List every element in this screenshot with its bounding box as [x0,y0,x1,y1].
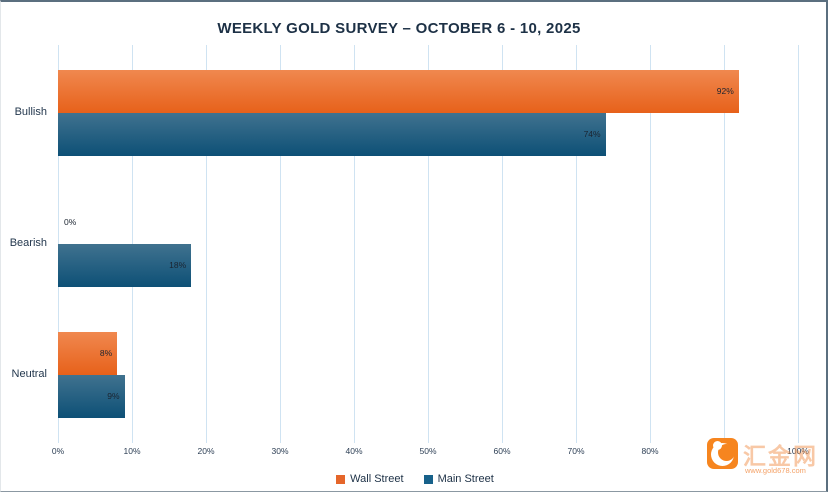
x-tick-label: 40% [345,446,363,456]
category-label: Bullish [14,106,47,118]
legend: Wall Street Main Street [1,473,826,485]
x-tick-label: 100% [787,446,809,456]
gridline [280,45,281,443]
bar-wall-street-neutral [58,332,118,375]
category-label: Bearish [9,237,47,249]
x-tick-label: 30% [271,446,289,456]
legend-label-wall-street: Wall Street [350,473,404,485]
gridline [502,45,503,443]
gridline [798,45,799,443]
value-label: 9% [107,391,120,401]
gridline [724,45,725,443]
value-label: 8% [99,348,113,358]
chart-title: WEEKLY GOLD SURVEY – OCTOBER 6 - 10, 202… [217,20,581,37]
x-tick-label: 80% [641,446,659,456]
brand-logo-icon [707,438,738,469]
value-label: 0% [64,217,77,227]
gridline [206,45,207,443]
gridline [576,45,577,443]
bar-wall-street-bullish [58,70,739,113]
x-tick-label: 50% [419,446,437,456]
x-tick-label: 60% [493,446,511,456]
bar-main-street-bullish [58,113,606,156]
legend-label-main-street: Main Street [437,473,494,485]
x-tick-label: 20% [197,446,215,456]
legend-item-wall-street: Wall Street [336,473,404,485]
value-label: 92% [716,86,734,96]
brand-url: www.gold678.com [745,466,806,475]
gridline [428,45,429,443]
brand-watermark: 汇金网 www.gold678.com [705,435,826,483]
legend-swatch-main-street [423,474,433,484]
x-tick-label: 0% [51,446,65,456]
brand-name: 汇金网 [743,443,818,469]
legend-swatch-wall-street [336,474,346,484]
gridline [650,45,651,443]
gridline [354,45,355,443]
bar-main-street-bearish [58,244,192,287]
category-label: Neutral [11,368,47,380]
legend-item-main-street: Main Street [423,473,494,485]
value-label: 18% [169,260,187,270]
value-label: 74% [583,129,601,139]
x-tick-label: 10% [123,446,141,456]
x-tick-label: 70% [567,446,585,456]
bar-main-street-neutral [58,375,125,418]
